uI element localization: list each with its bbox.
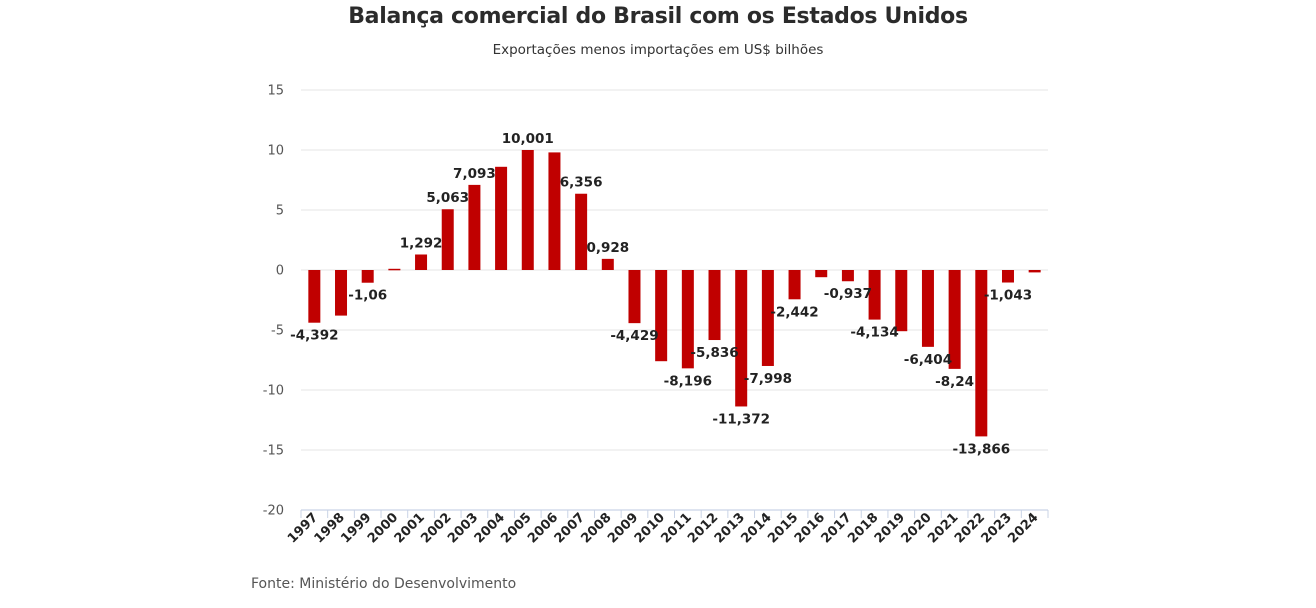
chart-title: Balança comercial do Brasil com os Estad…	[348, 4, 968, 29]
bar	[415, 254, 428, 270]
bar	[628, 270, 641, 324]
bar	[708, 270, 721, 341]
source-note: Fonte: Ministério do Desenvolvimento	[251, 576, 517, 592]
data-label: -1,06	[348, 288, 387, 304]
y-tick-label: -20	[263, 504, 284, 519]
x-tick-label: 2024	[1005, 510, 1041, 546]
data-label: -13,866	[952, 441, 1010, 457]
bar	[308, 270, 321, 323]
bar	[441, 209, 454, 270]
bar	[361, 270, 374, 283]
data-label: -4,429	[610, 328, 658, 344]
data-label: 10,001	[502, 131, 554, 147]
bar	[575, 193, 588, 270]
bar	[601, 258, 614, 270]
bar	[1028, 270, 1041, 273]
y-tick-label: 5	[276, 204, 284, 219]
data-label: 0,928	[586, 240, 629, 256]
data-label: -2,442	[770, 304, 818, 320]
data-label: 6,356	[560, 175, 603, 191]
data-label: -0,937	[824, 286, 872, 302]
bar	[1001, 270, 1014, 283]
bar	[841, 270, 854, 282]
bar	[681, 270, 694, 369]
data-label: -8,196	[664, 373, 712, 389]
bar	[468, 184, 481, 270]
y-tick-label: -5	[271, 324, 284, 339]
bar	[548, 152, 561, 270]
bar	[655, 270, 668, 362]
bar	[921, 270, 934, 347]
bar	[815, 270, 828, 278]
bar	[735, 270, 748, 407]
bar	[521, 149, 534, 270]
y-tick-label: 10	[267, 144, 284, 159]
y-axis-ticks: 15 10 5 0 -5 -10 -15 -20	[263, 84, 284, 519]
y-tick-label: 15	[267, 84, 284, 99]
bar	[948, 270, 961, 369]
data-label: -6,404	[904, 352, 952, 368]
data-label: -11,372	[712, 411, 770, 427]
bar	[335, 270, 348, 316]
bar	[895, 270, 908, 332]
y-tick-label: -15	[263, 444, 284, 459]
x-axis-labels: 1997199819992000200120022003200420052006…	[285, 510, 1042, 546]
data-label: -4,134	[850, 325, 898, 341]
chart-subtitle: Exportações menos importações em US$ bil…	[492, 42, 824, 58]
x-axis	[300, 509, 1049, 518]
data-labels: -4,392 -1,06 1,292 5,063 7,093 10,001 6,356 0,9…	[290, 131, 1032, 457]
bar	[388, 268, 401, 271]
data-label: 1,292	[400, 235, 443, 251]
data-label: -4,392	[290, 328, 338, 344]
data-label: 5,063	[426, 190, 469, 206]
bar	[761, 270, 774, 366]
bar	[975, 270, 988, 437]
data-label: -8,24	[935, 374, 974, 390]
bar	[868, 270, 881, 320]
y-tick-label: 0	[276, 264, 284, 279]
gridlines	[301, 89, 1048, 511]
data-label: -7,998	[744, 371, 792, 387]
bar	[788, 270, 801, 300]
bar	[495, 166, 508, 270]
bars	[308, 149, 1041, 437]
data-label: 7,093	[453, 166, 496, 182]
y-tick-label: -10	[263, 384, 284, 399]
data-label: -1,043	[984, 288, 1032, 304]
data-label: -5,836	[690, 345, 738, 361]
